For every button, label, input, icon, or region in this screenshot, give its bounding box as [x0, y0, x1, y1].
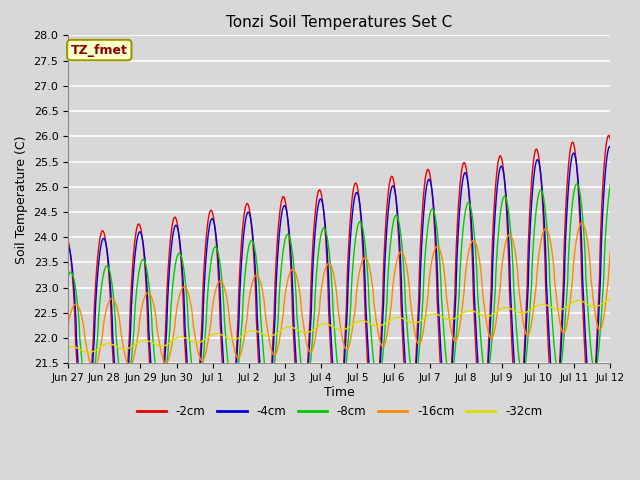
Line: -16cm: -16cm [68, 223, 611, 369]
-32cm [107, 341, 115, 347]
-2cm [107, 299, 115, 304]
-32cm [373, 323, 381, 329]
-4cm [316, 197, 323, 203]
Title: Tonzi Soil Temperatures Set C: Tonzi Soil Temperatures Set C [226, 15, 452, 30]
-4cm [607, 144, 614, 150]
-8cm [607, 181, 614, 187]
-8cm [107, 272, 115, 277]
-4cm [129, 283, 136, 289]
-2cm [295, 412, 303, 418]
-2cm [373, 400, 381, 406]
-16cm [607, 248, 614, 254]
-4cm [373, 402, 381, 408]
-16cm [129, 359, 136, 365]
-4cm [306, 336, 314, 342]
Line: -32cm: -32cm [68, 299, 611, 352]
-4cm [295, 394, 303, 399]
-4cm [64, 242, 72, 248]
-16cm [90, 366, 97, 372]
-2cm [64, 238, 72, 243]
-32cm [316, 323, 323, 328]
-32cm [295, 327, 303, 333]
-2cm [607, 137, 614, 143]
Legend: -2cm, -4cm, -8cm, -16cm, -32cm: -2cm, -4cm, -8cm, -16cm, -32cm [132, 401, 547, 423]
-2cm [316, 187, 323, 193]
-2cm [81, 435, 88, 441]
Y-axis label: Soil Temperature (C): Soil Temperature (C) [15, 135, 28, 264]
-8cm [316, 240, 323, 246]
-16cm [578, 220, 586, 226]
-4cm [606, 144, 614, 149]
Line: -4cm: -4cm [68, 146, 611, 431]
-2cm [129, 264, 136, 270]
-8cm [64, 274, 72, 280]
-32cm [64, 345, 72, 350]
-2cm [306, 318, 314, 324]
-16cm [316, 305, 323, 311]
-16cm [295, 282, 303, 288]
-16cm [64, 322, 72, 327]
Line: -2cm: -2cm [68, 135, 611, 438]
-8cm [373, 381, 381, 386]
-2cm [605, 132, 612, 138]
-4cm [82, 428, 90, 433]
-8cm [129, 344, 136, 350]
-4cm [107, 284, 115, 289]
-32cm [306, 329, 314, 335]
-8cm [295, 335, 303, 340]
Text: TZ_fmet: TZ_fmet [71, 44, 128, 57]
-16cm [373, 324, 381, 329]
-16cm [107, 296, 115, 302]
-32cm [129, 343, 136, 349]
Line: -8cm: -8cm [68, 184, 611, 402]
-32cm [86, 349, 94, 355]
-16cm [306, 349, 314, 355]
-32cm [607, 296, 614, 301]
-8cm [85, 399, 93, 405]
-8cm [573, 181, 580, 187]
-8cm [306, 366, 314, 372]
X-axis label: Time: Time [324, 386, 355, 399]
